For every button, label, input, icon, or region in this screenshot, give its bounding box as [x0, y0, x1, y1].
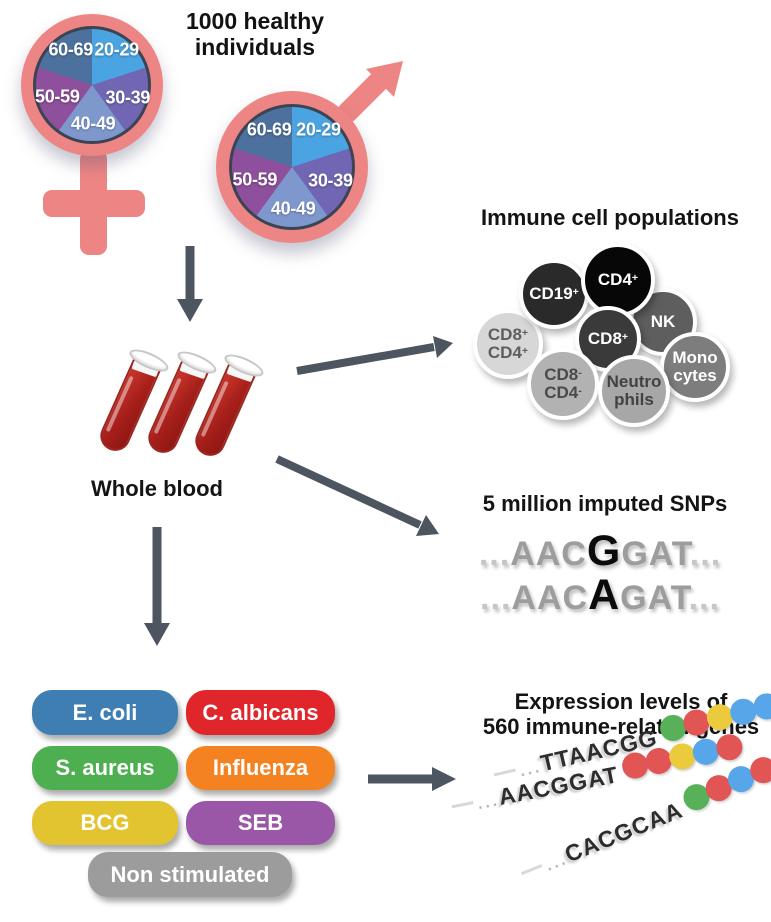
strand-line	[451, 800, 474, 808]
cohort-title-line2: individuals	[194, 34, 316, 60]
arrow-cohort-to-blood-icon	[177, 246, 203, 322]
stimulus-pill-influenza: Influenza	[186, 746, 335, 790]
snp-sequence-line: ...AACGGAT...	[478, 527, 722, 575]
snp-variant-letter: G	[586, 527, 622, 575]
age-label-20-29: 20-29	[296, 119, 341, 140]
stimulus-pill-non-stimulated: Non stimulated	[88, 852, 292, 897]
cohort-title-line1: 1000 healthy	[185, 8, 325, 34]
arrow-stimuli-to-expression-icon	[368, 767, 456, 791]
stimulus-pill-seb: SEB	[186, 801, 335, 845]
female-age-pie-chart: 20-29 30-39 40-49 50-59 60-69	[33, 26, 151, 144]
immune-populations-title: Immune cell populations	[481, 205, 739, 230]
age-label-20-29: 20-29	[94, 39, 139, 60]
stimulus-pill-e-coli: E. coli	[32, 690, 178, 735]
age-label-40-49: 40-49	[270, 198, 316, 219]
age-label-50-59: 50-59	[34, 86, 80, 107]
arrow-blood-to-snps-icon	[275, 455, 439, 536]
snp-sequences: ...AACGGAT... ...AACAGAT...	[440, 527, 760, 619]
female-symbol-cross	[43, 150, 145, 255]
stimulus-pill-c-albicans: C. albicans	[186, 690, 335, 735]
age-label-40-49: 40-49	[70, 113, 116, 134]
immune-cell-cd19p: CD19+	[519, 259, 589, 329]
expression-dot-red	[713, 732, 745, 763]
immune-cell-mono: Mono cytes	[660, 332, 730, 402]
snp-variant-letter: A	[588, 571, 621, 619]
snp-sequence-line: ...AACAGAT...	[480, 571, 720, 619]
male-age-pie-chart: 20-29 30-39 40-49 50-59 60-69	[229, 104, 355, 230]
immune-cell-cd8n_cd4n: CD8- CD4-	[527, 348, 599, 420]
age-label-60-69: 60-69	[48, 39, 93, 60]
stimulus-pill-bcg: BCG	[32, 801, 178, 845]
age-label-30-39: 30-39	[308, 170, 353, 191]
cohort-title: 1000 healthy individuals	[140, 8, 370, 60]
immune-cell-neutro: Neutro phils	[598, 355, 670, 427]
stimulus-pill-s-aureus: S. aureus	[32, 746, 178, 790]
strand-line	[493, 768, 516, 776]
strand-line	[520, 863, 543, 875]
arrow-blood-to-immune-cells-icon	[296, 336, 453, 375]
immune-cell-cd4p: CD4+	[581, 243, 655, 317]
age-label-30-39: 30-39	[105, 87, 151, 108]
snps-title: 5 million imputed SNPs	[482, 491, 728, 516]
arrow-blood-to-stimuli-icon	[144, 527, 170, 646]
age-label-60-69: 60-69	[246, 119, 292, 140]
age-label-50-59: 50-59	[232, 169, 278, 190]
male-symbol-arrow	[337, 61, 403, 123]
whole-blood-label: Whole blood	[91, 476, 223, 501]
